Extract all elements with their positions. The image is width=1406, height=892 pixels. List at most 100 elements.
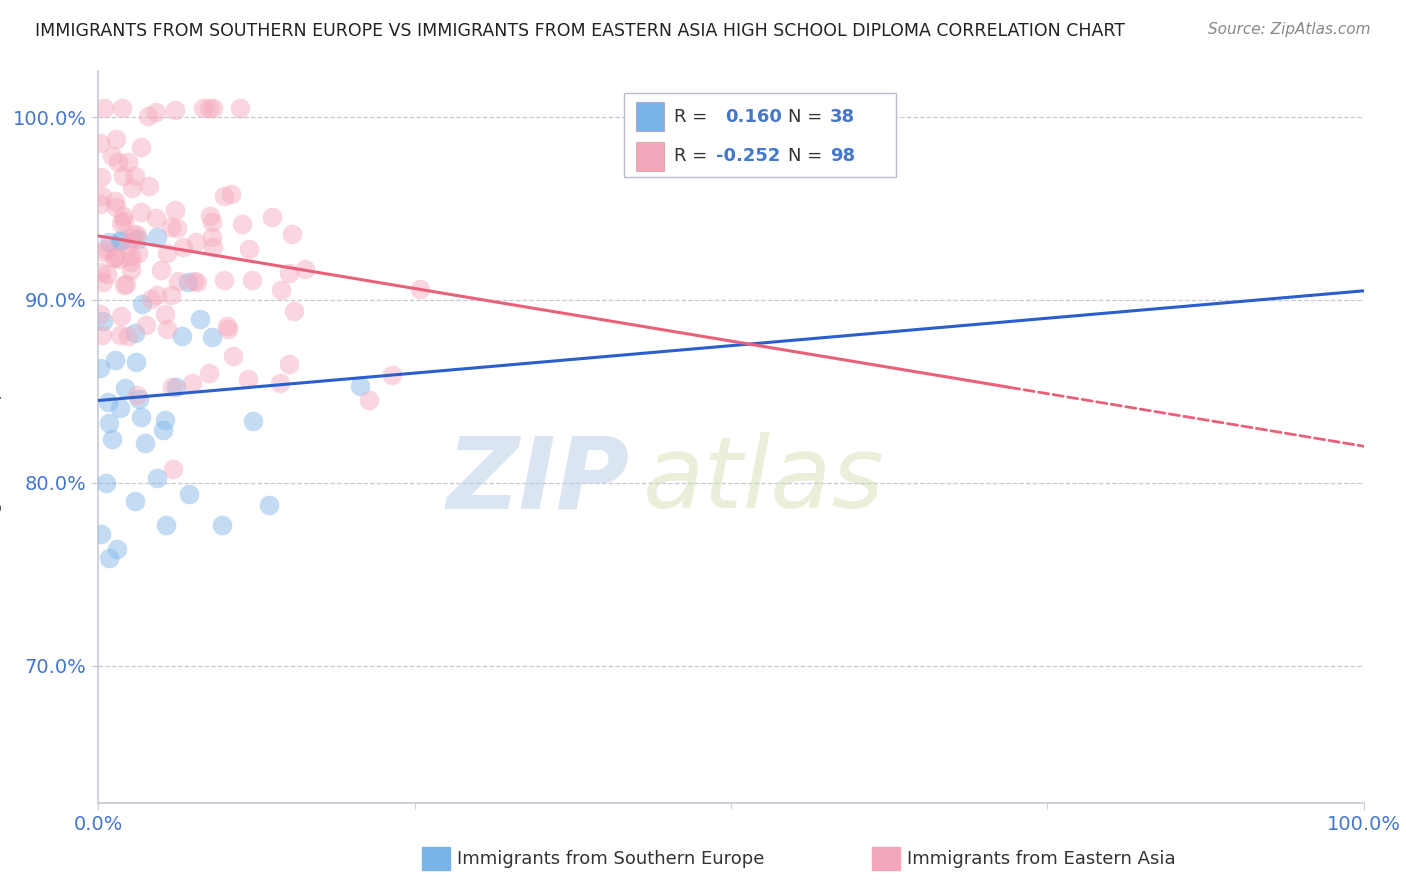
- Point: [127, 232, 149, 246]
- Point: [146, 230, 169, 244]
- Point: [90, 327, 112, 342]
- Text: N =: N =: [787, 108, 823, 126]
- Point: [167, 275, 190, 289]
- Point: [90, 169, 112, 184]
- Point: [257, 498, 280, 512]
- Point: [97, 551, 120, 566]
- Text: 98: 98: [830, 147, 855, 165]
- Point: [165, 103, 187, 117]
- Point: [165, 202, 187, 217]
- Text: R =: R =: [675, 108, 707, 126]
- Point: [97, 416, 120, 430]
- Y-axis label: High School Diploma: High School Diploma: [0, 343, 1, 531]
- Text: Immigrants from Eastern Asia: Immigrants from Eastern Asia: [907, 850, 1175, 868]
- Point: [91, 314, 114, 328]
- Point: [177, 275, 200, 289]
- Point: [281, 227, 304, 241]
- Point: [134, 435, 156, 450]
- Point: [236, 372, 259, 386]
- Point: [111, 169, 134, 183]
- Point: [117, 155, 139, 169]
- Text: 38: 38: [830, 108, 855, 126]
- Point: [262, 210, 284, 224]
- Point: [94, 475, 117, 490]
- Text: IMMIGRANTS FROM SOUTHERN EUROPE VS IMMIGRANTS FROM EASTERN ASIA HIGH SCHOOL DIPL: IMMIGRANTS FROM SOUTHERN EUROPE VS IMMIG…: [35, 22, 1125, 40]
- Point: [197, 366, 219, 380]
- Point: [152, 423, 174, 437]
- Point: [294, 262, 316, 277]
- Point: [172, 240, 194, 254]
- Point: [200, 209, 222, 223]
- Point: [122, 227, 145, 241]
- Point: [117, 329, 139, 343]
- Point: [104, 194, 127, 208]
- Bar: [636, 103, 664, 131]
- Point: [90, 265, 112, 279]
- Point: [101, 432, 124, 446]
- Point: [121, 231, 143, 245]
- Point: [115, 277, 138, 292]
- Point: [98, 235, 121, 249]
- Point: [135, 318, 157, 333]
- Point: [198, 101, 221, 115]
- Point: [231, 217, 253, 231]
- Point: [104, 353, 127, 368]
- Point: [215, 318, 238, 333]
- Point: [120, 249, 142, 263]
- Point: [270, 283, 292, 297]
- Point: [221, 186, 243, 201]
- Point: [107, 155, 129, 169]
- Point: [201, 330, 224, 344]
- Point: [129, 205, 152, 219]
- Point: [201, 229, 224, 244]
- Point: [120, 263, 142, 277]
- Point: [278, 357, 301, 371]
- Point: [104, 250, 127, 264]
- Point: [145, 211, 167, 225]
- Text: N =: N =: [787, 147, 823, 165]
- Point: [183, 274, 205, 288]
- Point: [124, 494, 146, 508]
- Point: [229, 101, 252, 115]
- Point: [124, 169, 146, 184]
- Point: [89, 136, 111, 150]
- Point: [184, 235, 207, 249]
- Point: [97, 394, 120, 409]
- Point: [155, 518, 177, 533]
- Point: [156, 322, 179, 336]
- Point: [127, 245, 149, 260]
- Point: [93, 275, 115, 289]
- FancyBboxPatch shape: [623, 94, 896, 178]
- Point: [125, 387, 148, 401]
- Point: [110, 234, 132, 248]
- Point: [89, 307, 111, 321]
- Text: -0.252: -0.252: [716, 147, 780, 165]
- Point: [104, 200, 127, 214]
- Point: [120, 255, 142, 269]
- Point: [188, 312, 211, 326]
- Point: [283, 304, 305, 318]
- Point: [179, 487, 201, 501]
- Point: [212, 189, 235, 203]
- Text: 0.160: 0.160: [725, 108, 782, 126]
- Point: [91, 189, 114, 203]
- Point: [121, 181, 143, 195]
- Point: [89, 361, 111, 376]
- Point: [101, 149, 124, 163]
- Point: [104, 132, 127, 146]
- Text: atlas: atlas: [643, 433, 884, 530]
- Point: [202, 101, 225, 115]
- Point: [103, 251, 125, 265]
- Text: ZIP: ZIP: [447, 433, 630, 530]
- Point: [110, 234, 132, 248]
- Point: [94, 243, 117, 257]
- Point: [180, 376, 202, 391]
- Point: [222, 349, 245, 363]
- Point: [159, 220, 181, 235]
- Point: [238, 242, 260, 256]
- Point: [211, 518, 233, 533]
- Text: Immigrants from Southern Europe: Immigrants from Southern Europe: [457, 850, 765, 868]
- Point: [145, 105, 167, 120]
- Point: [117, 237, 139, 252]
- Point: [93, 101, 115, 115]
